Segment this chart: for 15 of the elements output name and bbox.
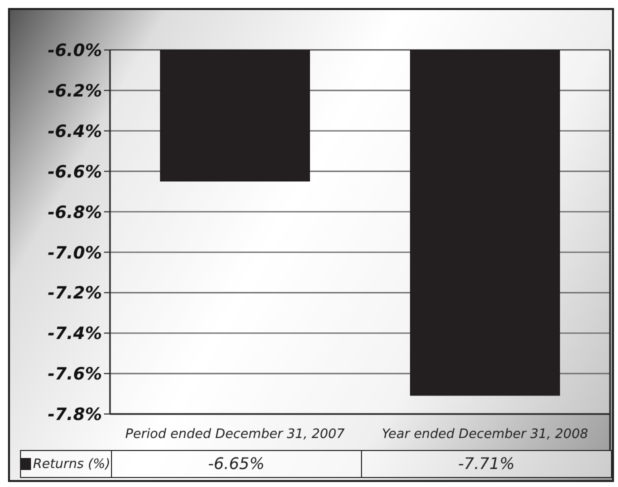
x-tick-label: Year ended December 31, 2008 [382,427,588,442]
y-tick-label: -6.8% [48,202,102,223]
y-tick-label: -7.2% [48,284,102,304]
y-tick-label: -7.6% [48,364,102,385]
y-tick-label: -6.6% [48,162,102,182]
y-tick-label: -7.0% [48,243,102,264]
y-tick-label: -7.4% [48,324,102,344]
data-label: -7.71% [457,453,516,475]
data-label: -6.65% [112,451,362,477]
y-tick-label: -7.8% [48,405,102,426]
y-tick-label: -6.4% [48,122,102,142]
x-tick-label: Period ended December 31, 2007 [125,427,346,442]
y-tick-label: -6.2% [48,81,102,102]
legend-label: Returns (%) [33,456,110,472]
y-tick-label: -6.0% [48,41,102,62]
